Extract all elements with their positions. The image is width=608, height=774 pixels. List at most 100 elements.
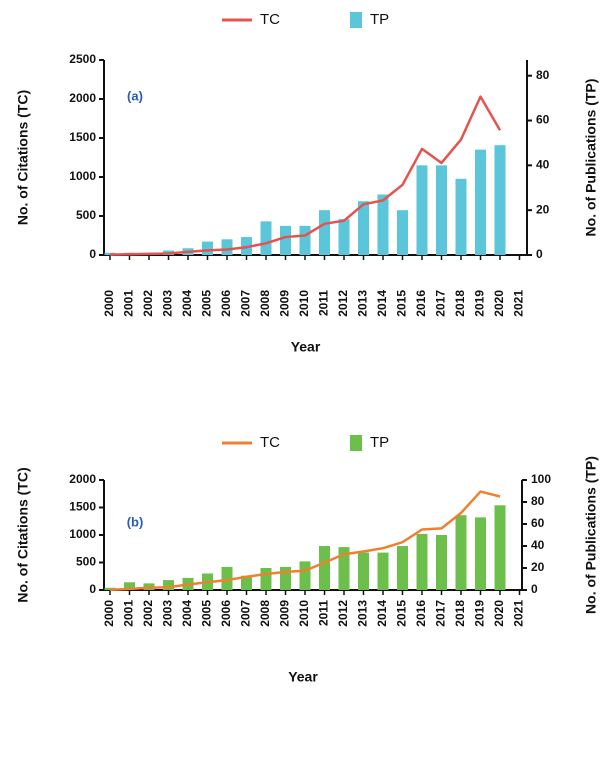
bar (475, 149, 486, 255)
line (109, 95, 502, 256)
bar (455, 515, 467, 590)
bar (241, 575, 252, 590)
y2-tick-label: 60 (531, 516, 545, 530)
x-tick-label: 2010 (297, 600, 311, 627)
x-axis-title: Year (288, 669, 318, 685)
x-tick-label: 2017 (434, 600, 448, 627)
y2-tick-label: 80 (531, 494, 545, 508)
bar (455, 178, 467, 255)
bar (260, 568, 272, 590)
bar (221, 239, 233, 255)
bar (436, 535, 447, 590)
x-tick-label: 2013 (356, 290, 370, 317)
y-tick-label: 2000 (69, 472, 96, 486)
annotation: (a) (127, 88, 143, 103)
x-tick-label: 2020 (492, 600, 506, 627)
y2-tick-label: 40 (536, 158, 550, 172)
x-tick-label: 2018 (453, 290, 467, 317)
bar (397, 210, 408, 255)
x-tick-label: 2014 (375, 290, 389, 317)
y2-tick-label: 100 (531, 472, 551, 486)
x-tick-label: 2021 (512, 290, 526, 317)
x-tick-label: 2000 (102, 600, 116, 627)
x-tick-label: 2004 (180, 600, 194, 627)
y-tick-label: 0 (89, 582, 96, 596)
x-tick-label: 2005 (200, 290, 214, 317)
bar (299, 561, 311, 590)
y-axis-title: No. of Citations (TC) (15, 90, 31, 225)
legend-label: TP (370, 11, 389, 28)
x-tick-label: 2009 (278, 290, 292, 317)
bar (338, 547, 350, 590)
x-tick-label: 2010 (297, 290, 311, 317)
bar (202, 241, 213, 255)
legend-label: TP (370, 434, 389, 451)
y2-tick-label: 0 (536, 247, 543, 261)
legend-label: TC (260, 434, 280, 451)
y-tick-label: 0 (89, 247, 96, 261)
x-tick-label: 2006 (219, 290, 233, 317)
x-axis-title: Year (291, 339, 321, 355)
legend-swatch (350, 435, 362, 451)
bar (436, 165, 447, 255)
x-tick-label: 2000 (102, 290, 116, 317)
bar (319, 210, 330, 255)
x-tick-label: 2003 (161, 290, 175, 317)
x-tick-label: 2020 (492, 290, 506, 317)
legend-swatch (350, 12, 362, 28)
bar (280, 566, 291, 590)
x-tick-label: 2019 (473, 600, 487, 627)
bar (299, 225, 311, 255)
x-tick-label: 2019 (473, 290, 487, 317)
y-tick-label: 2000 (69, 91, 96, 105)
bar (221, 566, 233, 590)
x-tick-label: 2008 (258, 600, 272, 627)
bar (397, 546, 408, 590)
x-tick-label: 2007 (239, 290, 253, 317)
bar (124, 582, 135, 590)
y-tick-label: 2500 (69, 52, 96, 66)
x-tick-label: 2001 (122, 290, 136, 317)
x-tick-label: 2009 (278, 600, 292, 627)
x-tick-label: 2003 (161, 600, 175, 627)
x-tick-label: 2002 (141, 600, 155, 627)
x-tick-label: 2013 (356, 600, 370, 627)
y2-tick-label: 60 (536, 113, 550, 127)
bar (260, 221, 272, 255)
y-tick-label: 1500 (69, 130, 96, 144)
y-tick-label: 1000 (69, 527, 96, 541)
y2-tick-label: 20 (536, 202, 550, 216)
x-tick-label: 2007 (239, 600, 253, 627)
annotation: (b) (127, 514, 144, 529)
x-tick-label: 2016 (414, 290, 428, 317)
bar (358, 552, 369, 590)
x-tick-label: 2015 (395, 290, 409, 317)
x-tick-label: 2001 (122, 600, 136, 627)
x-tick-label: 2012 (336, 290, 350, 317)
line (109, 490, 501, 591)
bar (494, 505, 506, 590)
y2-tick-label: 20 (531, 560, 545, 574)
bar (377, 194, 389, 255)
bar (416, 165, 428, 255)
y-tick-label: 500 (76, 555, 96, 569)
x-tick-label: 2014 (375, 600, 389, 627)
x-tick-label: 2015 (395, 600, 409, 627)
x-tick-label: 2002 (141, 290, 155, 317)
y2-axis-title: No. of Publications (TP) (583, 79, 599, 237)
bar (338, 219, 350, 255)
y2-tick-label: 80 (536, 68, 550, 82)
x-tick-label: 2006 (219, 600, 233, 627)
y2-tick-label: 40 (531, 538, 545, 552)
x-tick-label: 2021 (512, 600, 526, 627)
bar (377, 552, 389, 590)
x-tick-label: 2012 (336, 600, 350, 627)
x-tick-label: 2016 (414, 600, 428, 627)
bar (416, 533, 428, 590)
x-tick-label: 2008 (258, 290, 272, 317)
y-tick-label: 500 (76, 208, 96, 222)
bar (358, 201, 369, 255)
x-tick-label: 2011 (317, 290, 331, 316)
x-tick-label: 2017 (434, 290, 448, 317)
